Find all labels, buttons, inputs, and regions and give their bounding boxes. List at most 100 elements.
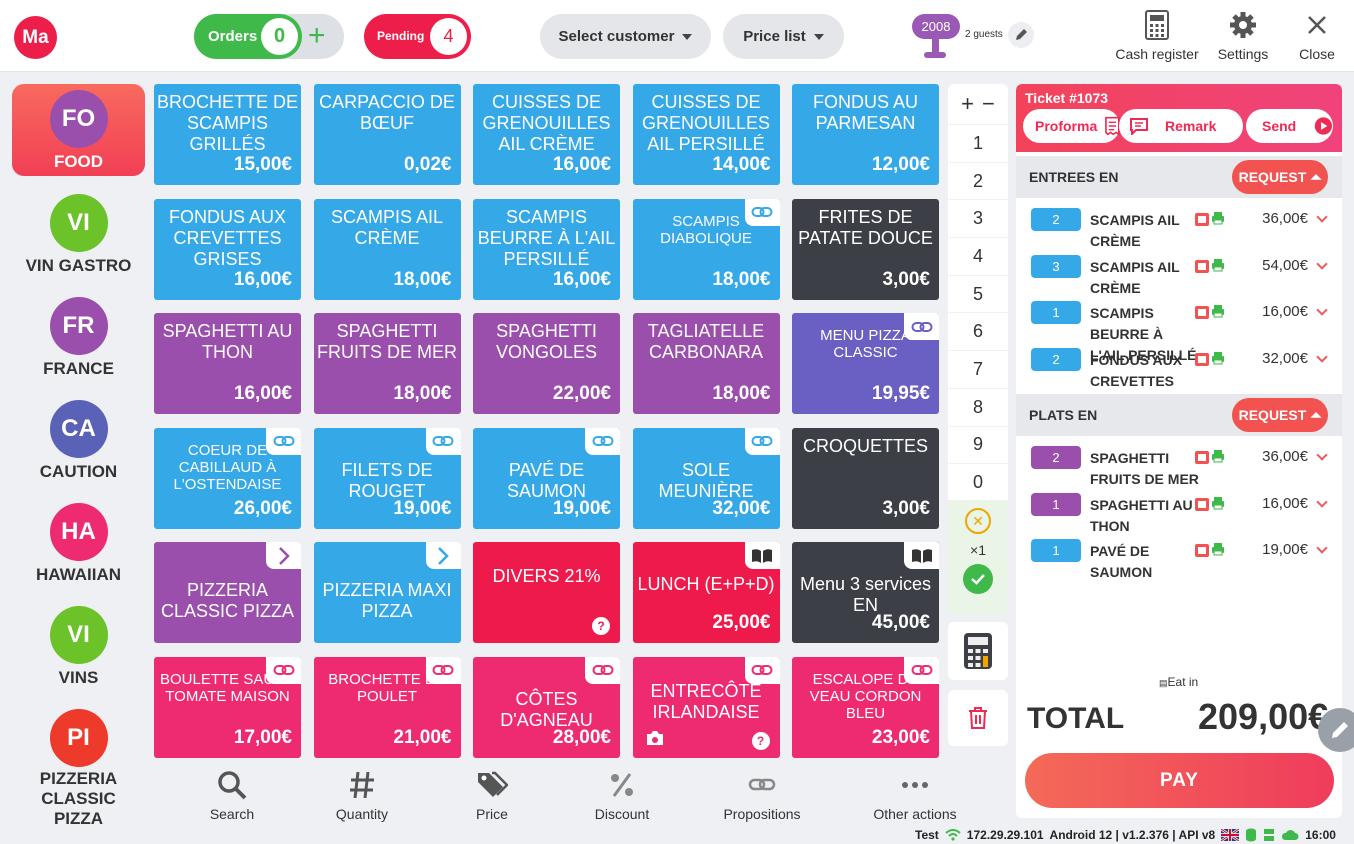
chevron-down-icon[interactable] — [1316, 211, 1328, 223]
new-order-plus-icon[interactable]: + — [308, 19, 326, 52]
chevron-down-icon[interactable] — [1316, 495, 1328, 508]
ticket-line[interactable]: 2 SCAMPIS AIL CRÈME 36,00€ — [1016, 204, 1342, 250]
product-tile[interactable]: CÔTES D'AGNEAU 28,00€ — [473, 656, 620, 758]
eat-in-label[interactable]: ▤Eat in — [1159, 675, 1198, 689]
product-tile[interactable]: SCAMPIS AIL CRÈME 18,00€ — [313, 198, 461, 300]
product-tile[interactable]: LUNCH (E+P+D) 25,00€ — [632, 542, 780, 643]
confirm-check-icon[interactable] — [963, 564, 993, 594]
product-tile[interactable]: ESCALOPE DE VEAU CORDON BLEU 23,00€ — [792, 656, 939, 758]
product-tile[interactable]: FONDUS AU PARMESAN 12,00€ — [792, 84, 939, 185]
key-2[interactable]: 2 — [948, 161, 1008, 200]
chevron-down-icon[interactable] — [1316, 542, 1328, 554]
line-quantity[interactable]: 1 — [1031, 492, 1081, 516]
ticket-line[interactable]: 3 SCAMPIS AIL CRÈME 54,00€ — [1016, 251, 1342, 297]
key-0[interactable]: 0 — [948, 463, 1008, 501]
product-tile[interactable]: CUISSES DE GRENOUILLES AIL CRÈME 16,00€ — [473, 84, 620, 185]
line-quantity[interactable]: 2 — [1031, 446, 1081, 469]
delete-button[interactable] — [948, 690, 1008, 746]
product-tile[interactable]: TAGLIATELLE CARBONARA 18,00€ — [632, 313, 780, 414]
key-1[interactable]: 1 — [948, 124, 1008, 162]
product-tile[interactable]: CUISSES DE GRENOUILLES AIL PERSILLÉ 14,00… — [632, 84, 780, 185]
chevron-down-icon[interactable] — [1316, 350, 1328, 363]
edit-fab-pencil-icon[interactable] — [1318, 708, 1354, 752]
cash-register-button[interactable]: Cash register — [1112, 8, 1202, 64]
request-button[interactable]: REQUEST ⏶ — [1232, 160, 1328, 194]
ticket-line[interactable]: 1 SPAGHETTI AU THON 16,00€ — [1016, 489, 1342, 535]
chevron-down-icon[interactable] — [1316, 449, 1328, 461]
product-tile[interactable]: CARPACCIO DE BŒUF 0,02€ — [313, 84, 461, 185]
user-avatar[interactable]: Ma — [14, 16, 57, 59]
product-tile[interactable]: COEUR DE CABILLAUD À L'OSTENDAISE 26,00€ — [154, 427, 301, 529]
product-tile[interactable]: SCAMPIS DIABOLIQUE 18,00€ — [632, 198, 780, 300]
product-tile[interactable]: MENU PIZZA CLASSIC 19,95€ — [792, 313, 939, 414]
remark-button[interactable]: Remark — [1119, 109, 1243, 143]
settings-button[interactable]: Settings — [1198, 8, 1288, 64]
product-tile[interactable]: SPAGHETTI VONGOLES 22,00€ — [473, 313, 620, 414]
pay-button[interactable]: PAY — [1025, 753, 1334, 808]
select-customer-dropdown[interactable]: Select customer — [540, 14, 711, 59]
product-tile[interactable]: PIZZERIA MAXI PIZZA — [313, 542, 461, 643]
plus-minus-toggle[interactable]: + − — [948, 84, 1008, 124]
plus-icon[interactable]: + — [961, 91, 974, 116]
product-tile[interactable]: PIZZERIA CLASSIC PIZZA — [154, 542, 301, 643]
request-button[interactable]: REQUEST ⏶ — [1232, 398, 1328, 432]
ticket-line[interactable]: 1 PAVÉ DE SAUMON 19,00€ — [1016, 535, 1342, 581]
product-tile[interactable]: BOULETTE SAUCE TOMATE MAISON 17,00€ — [154, 656, 301, 758]
orders-button[interactable]: Orders 0 — [194, 14, 302, 59]
key-4[interactable]: 4 — [948, 237, 1008, 275]
product-tile[interactable]: SPAGHETTI FRUITS DE MER 18,00€ — [313, 313, 461, 414]
propositions-button[interactable]: Propositions — [702, 770, 822, 830]
product-tile[interactable]: BROCHETTE DE POULET 21,00€ — [313, 656, 461, 758]
product-tile[interactable]: SPAGHETTI AU THON 16,00€ — [154, 313, 301, 414]
line-quantity[interactable]: 1 — [1031, 539, 1081, 562]
calculator-button[interactable] — [948, 622, 1008, 680]
category-pizzeria-classic-pizza[interactable]: PI PIZZERIA CLASSIC PIZZA — [12, 703, 145, 828]
key-3[interactable]: 3 — [948, 199, 1008, 237]
line-quantity[interactable]: 2 — [1031, 347, 1081, 371]
product-tile[interactable]: FONDUS AUX CREVETTES GRISES 16,00€ — [154, 198, 301, 300]
product-tile[interactable]: DIVERS 21%? — [473, 542, 620, 643]
product-tile[interactable]: PAVÉ DE SAUMON 19,00€ — [473, 427, 620, 529]
line-quantity[interactable]: 1 — [1031, 301, 1081, 324]
key-6[interactable]: 6 — [948, 312, 1008, 350]
category-food[interactable]: FO FOOD — [12, 84, 145, 176]
price-button[interactable]: Price — [432, 770, 552, 830]
key-7[interactable]: 7 — [948, 350, 1008, 388]
product-tile[interactable]: ENTRECÔTE IRLANDAISE? — [632, 656, 780, 758]
minus-icon[interactable]: − — [982, 91, 995, 116]
table-number-badge[interactable]: 2008 — [912, 14, 960, 39]
category-vin-gastro[interactable]: VI VIN GASTRO — [12, 188, 145, 280]
ticket-line[interactable]: 1 SCAMPIS BEURRE À L'AIL PERSILLÉ 16,00€ — [1016, 297, 1342, 363]
product-tile[interactable]: FRITES DE PATATE DOUCE 3,00€ — [792, 198, 939, 300]
product-tile[interactable]: Menu 3 services EN 45,00€ — [792, 542, 939, 643]
chevron-down-icon[interactable] — [1316, 304, 1328, 316]
key-9[interactable]: 9 — [948, 425, 1008, 464]
pending-button[interactable]: Pending 4 — [364, 14, 471, 59]
product-tile[interactable]: SCAMPIS BEURRE À L'AIL PERSILLÉ 16,00€ — [473, 198, 620, 300]
discount-button[interactable]: Discount — [562, 770, 682, 830]
close-button[interactable]: Close — [1272, 8, 1354, 64]
ticket-line[interactable]: 2 SPAGHETTI FRUITS DE MER 36,00€ — [1016, 442, 1342, 488]
price-list-dropdown[interactable]: Price list — [723, 14, 844, 59]
product-tile[interactable]: BROCHETTE DE SCAMPIS GRILLÉS 15,00€ — [154, 84, 301, 185]
product-tile[interactable]: SOLE MEUNIÈRE 32,00€ — [632, 427, 780, 529]
category-france[interactable]: FR FRANCE — [12, 291, 145, 383]
other-actions-button[interactable]: Other actions — [855, 770, 975, 830]
clear-icon[interactable]: ✕ — [965, 508, 991, 534]
ticket-line[interactable]: 2 FONDUS AUX CREVETTES 32,00€ — [1016, 344, 1342, 390]
category-caution[interactable]: CA CAUTION — [12, 394, 145, 486]
key-5[interactable]: 5 — [948, 274, 1008, 313]
product-tile[interactable]: FILETS DE ROUGET 19,00€ — [313, 427, 461, 529]
edit-guests-pencil-icon[interactable] — [1008, 22, 1034, 48]
product-tile[interactable]: CROQUETTES 3,00€ — [792, 427, 939, 529]
category-vins[interactable]: VI VINS — [12, 600, 145, 692]
chevron-down-icon[interactable] — [1316, 257, 1328, 270]
line-quantity[interactable]: 2 — [1031, 208, 1081, 231]
key-8[interactable]: 8 — [948, 387, 1008, 426]
quantity-button[interactable]: Quantity — [302, 770, 422, 830]
search-button[interactable]: Search — [172, 770, 292, 830]
send-button[interactable]: Send — [1246, 109, 1333, 143]
orders-pill[interactable]: Orders 0 + — [194, 14, 344, 59]
category-hawaiian[interactable]: HA HAWAIIAN — [12, 497, 145, 589]
line-quantity[interactable]: 3 — [1031, 254, 1081, 278]
